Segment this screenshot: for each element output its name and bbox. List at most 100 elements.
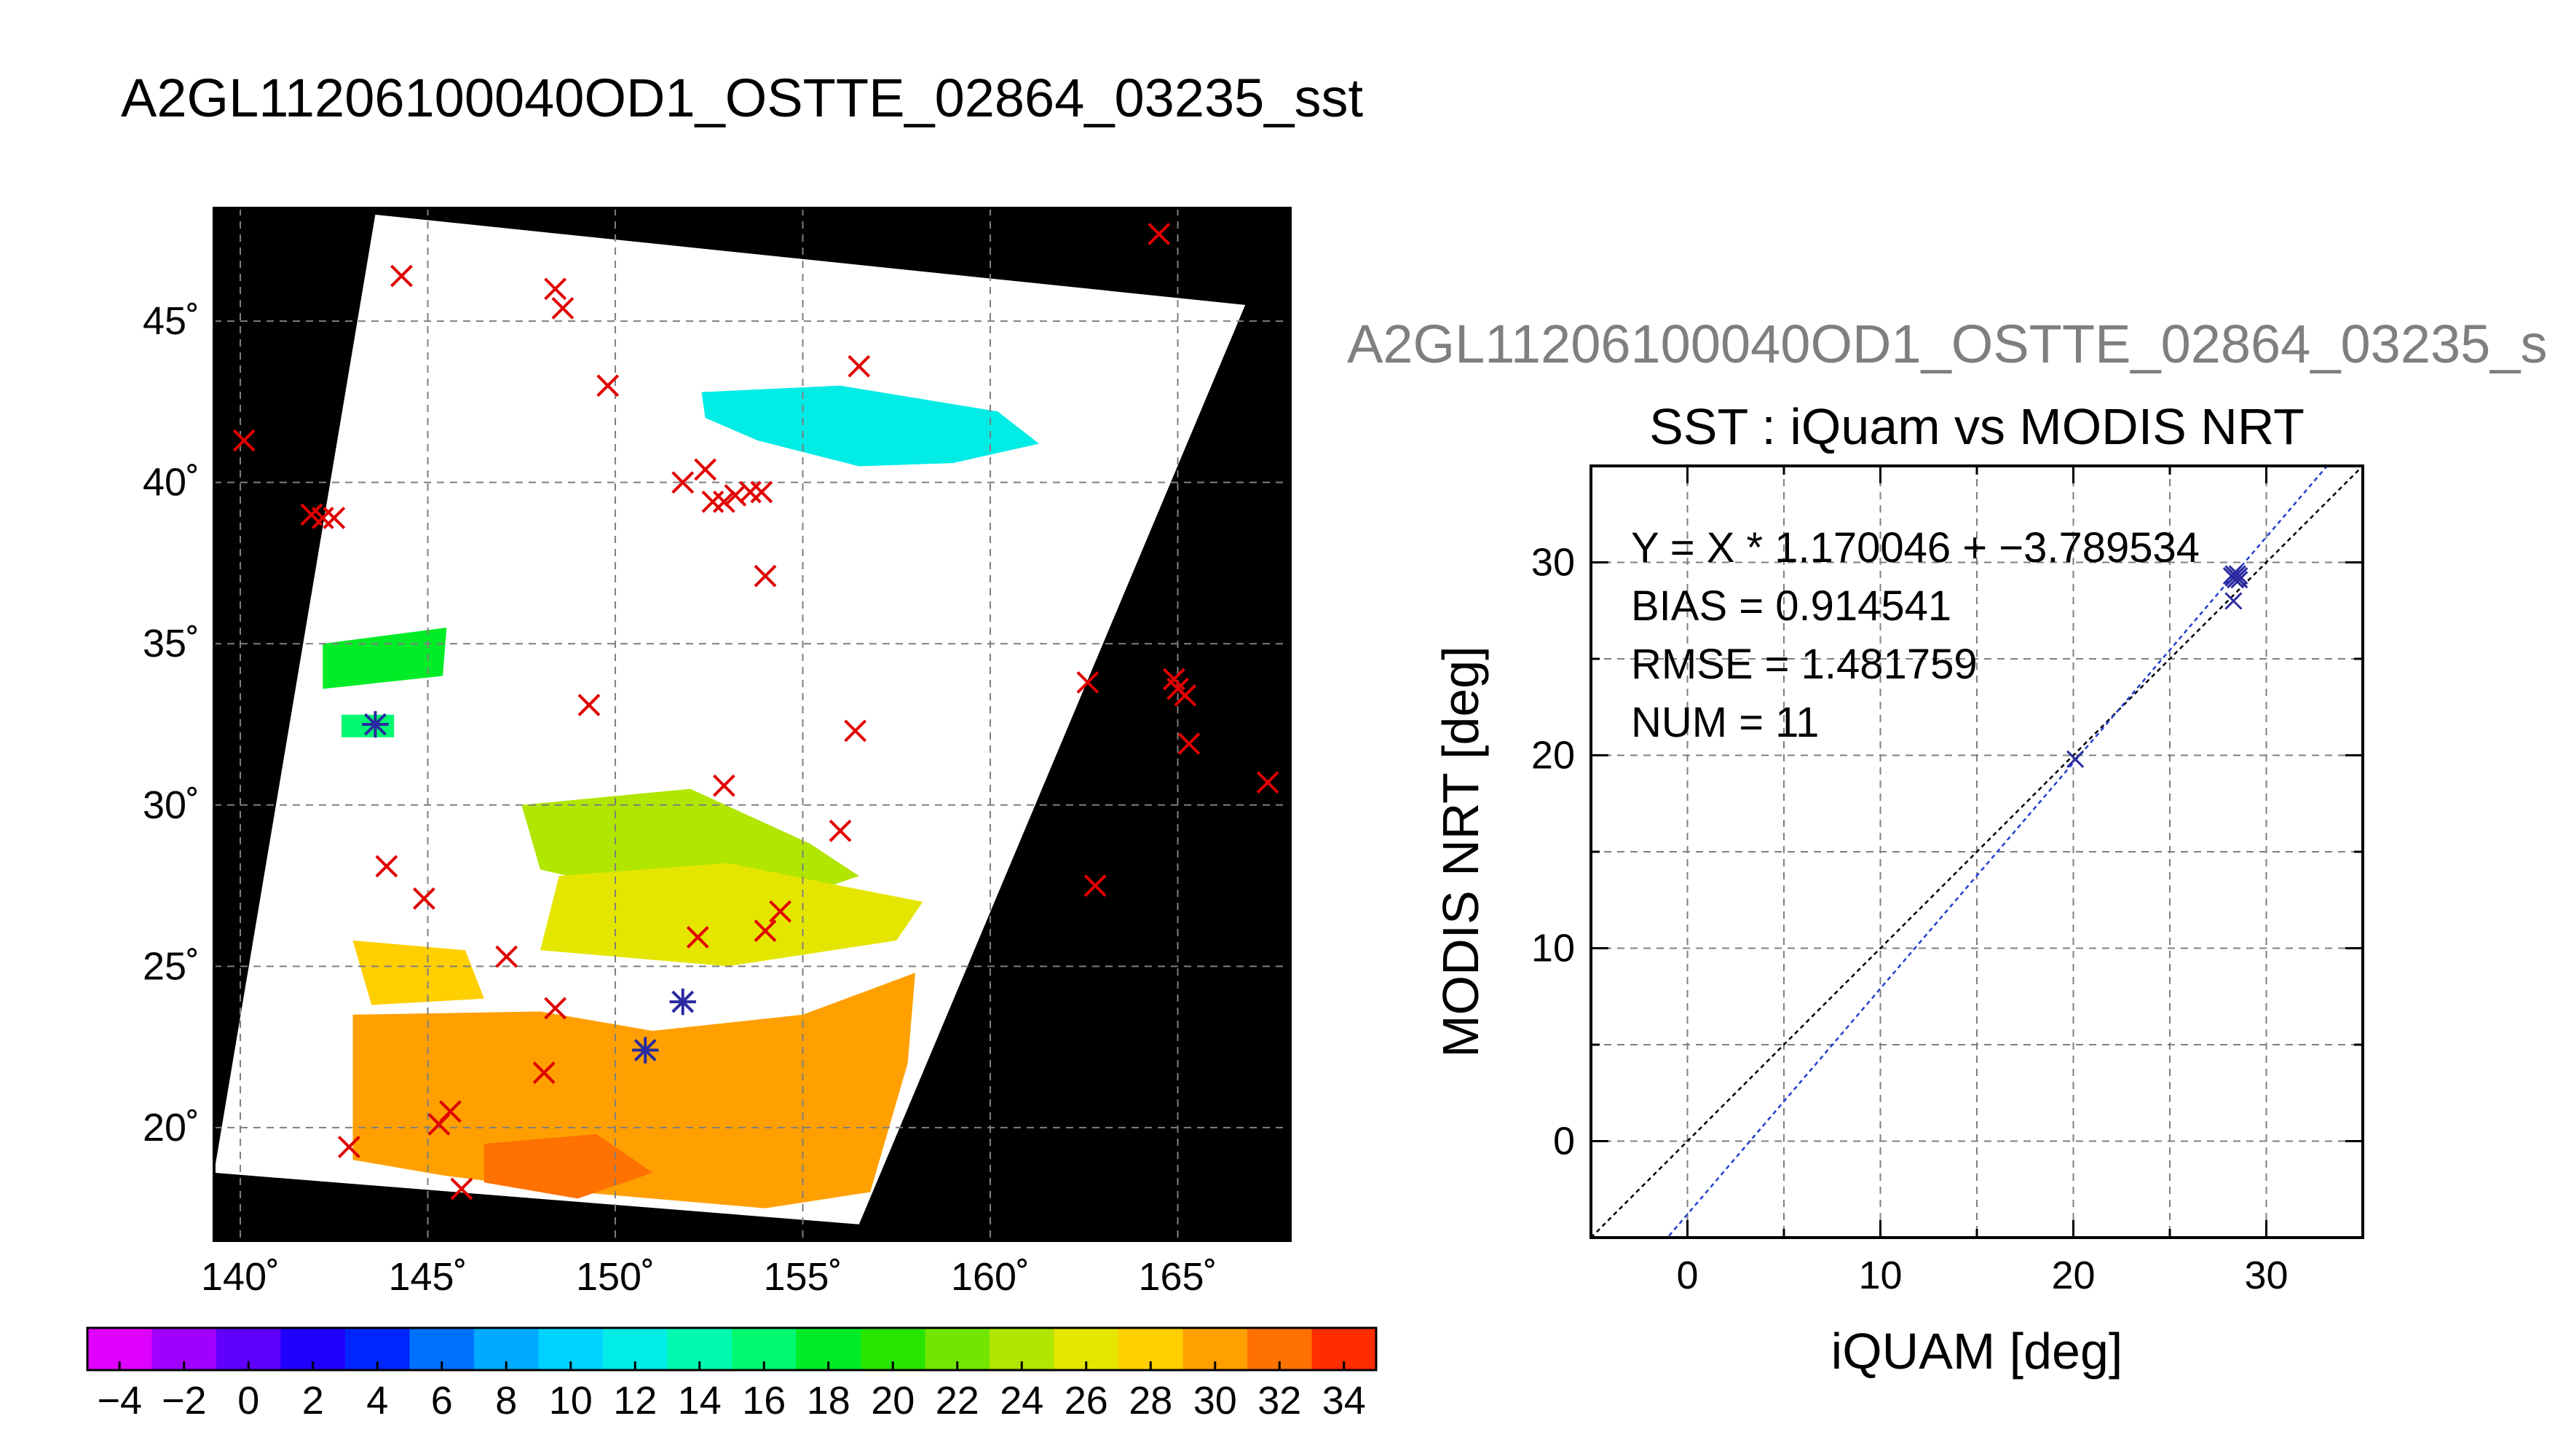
matchup-marker (848, 355, 871, 378)
matchup-markers (232, 223, 1279, 1200)
longitude-tick-label: 140˚ (201, 1255, 280, 1299)
sst-region-7 (483, 1133, 653, 1199)
matchup-marker (701, 490, 724, 513)
sst-region-5 (352, 940, 484, 1005)
scatter-panel: A2GL11206100040OD1_OSTTE_02864_03235_s S… (1347, 314, 2547, 1380)
longitude-tick-label: 160˚ (951, 1255, 1030, 1299)
matchup-marker (829, 819, 852, 842)
valid-matchup-marker (669, 988, 696, 1016)
matchup-marker (694, 458, 717, 481)
map-gridlines (214, 208, 1290, 1241)
matchup-marker (596, 374, 620, 397)
matchup-marker (532, 1061, 556, 1084)
colorbar-tick-label: 34 (1322, 1379, 1366, 1423)
latitude-tick-label: 45˚ (143, 299, 200, 343)
scatter-point (2227, 571, 2245, 589)
y-tick-label: 20 (1531, 734, 1575, 778)
colorbar-tick-label: 4 (366, 1379, 388, 1423)
matchup-marker (739, 480, 762, 504)
longitude-tick-label: 145˚ (388, 1255, 467, 1299)
scatter-title: SST : iQuam vs MODIS NRT (1649, 398, 2305, 455)
matchup-marker (1174, 684, 1197, 707)
fit-stat-line: Y = X * 1.170046 + −3.789534 (1631, 524, 2200, 571)
overlay-title: A2GL11206100040OD1_OSTTE_02864_03235_s (1347, 314, 2547, 374)
x-tick-label: 20 (2051, 1254, 2095, 1297)
map-latitude-labels: 20˚ 25˚ 30˚ 35˚ 40˚ 45˚ (143, 299, 200, 1150)
x-axis-label: iQUAM [deg] (1831, 1323, 2123, 1380)
matchup-marker (712, 774, 735, 797)
matchup-marker (544, 997, 567, 1020)
page-title: A2GL11206100040OD1_OSTTE_02864_03235_sst (121, 68, 1363, 128)
identity-line (1591, 466, 2363, 1238)
regression-line (1666, 466, 2329, 1238)
matchup-marker (551, 296, 574, 320)
colorbar-tick-label: 10 (549, 1379, 593, 1423)
map-longitude-labels: 140˚ 145˚ 150˚ 155˚ 160˚ 165˚ (201, 1255, 1217, 1299)
scatter-point (2228, 565, 2246, 583)
longitude-tick-label: 155˚ (763, 1255, 842, 1299)
matchup-marker (686, 926, 709, 949)
colorbar-tick-label: 22 (936, 1379, 979, 1423)
matchup-marker (544, 277, 567, 301)
fit-statistics: Y = X * 1.170046 + −3.789534 BIAS = 0.914… (1631, 524, 2200, 746)
sst-region-4 (540, 863, 923, 967)
colorbar-tick-label: 8 (495, 1379, 517, 1423)
colorbar-tick-label: 2 (302, 1379, 324, 1423)
latitude-tick-label: 30˚ (143, 783, 200, 827)
colorbar-tick-label: 12 (613, 1379, 657, 1423)
matchup-marker (577, 693, 601, 716)
matchup-marker (844, 719, 867, 743)
map-frame (213, 207, 1292, 1242)
matchup-marker (750, 480, 773, 504)
y-tick-label: 0 (1553, 1120, 1575, 1163)
colorbar-tick-label: 32 (1257, 1379, 1301, 1423)
scatter-point (2224, 592, 2243, 610)
scatter-axis-ticks: 0 10 20 30 0 10 20 30 (1531, 464, 2364, 1297)
colorbar-tick-label: 0 (237, 1379, 259, 1423)
matchup-marker (337, 1136, 360, 1158)
matchup-marker (390, 264, 413, 288)
sst-region-1 (323, 628, 447, 689)
scatter-point (2230, 571, 2248, 589)
sst-region-0 (701, 385, 1039, 467)
colorbar-tick-label: 14 (678, 1379, 722, 1423)
colorbar-tick-label: −4 (97, 1379, 142, 1423)
latitude-tick-label: 35˚ (143, 622, 200, 665)
matchup-marker (754, 564, 777, 587)
valid-matchup-marker (362, 711, 389, 738)
fit-stat-line: NUM = 11 (1631, 699, 1819, 746)
colorbar-tick-label: 26 (1065, 1379, 1108, 1423)
matchup-marker (375, 855, 398, 878)
x-tick-label: 30 (2244, 1254, 2288, 1297)
colorbar-frame (86, 1326, 1378, 1372)
matchup-marker (1083, 874, 1107, 897)
matchup-marker (1177, 732, 1201, 756)
fit-stat-line: RMSE = 1.481759 (1631, 641, 1978, 688)
colorbar-tick-label: 28 (1129, 1379, 1172, 1423)
matchup-marker (1256, 771, 1279, 794)
fit-stat-line: BIAS = 0.914541 (1631, 582, 1951, 630)
y-tick-label: 30 (1531, 541, 1575, 585)
matchup-marker (450, 1177, 473, 1200)
latitude-tick-label: 40˚ (143, 461, 200, 505)
sst-field (323, 385, 1039, 1208)
matchup-marker (1076, 670, 1099, 694)
longitude-tick-label: 150˚ (576, 1255, 655, 1299)
colorbar-tick-label: −2 (162, 1379, 207, 1423)
valid-matchup-marker (632, 1037, 659, 1064)
colorbar-tick-label: 30 (1193, 1379, 1237, 1423)
matchup-marker (412, 887, 435, 910)
matchup-marker (754, 919, 777, 943)
x-tick-label: 10 (1858, 1254, 1902, 1297)
scatter-point (2066, 750, 2085, 768)
latitude-tick-label: 20˚ (143, 1106, 200, 1150)
matchup-marker (1148, 223, 1171, 245)
matchup-marker (712, 490, 735, 513)
colorbar-tick-label: 20 (871, 1379, 915, 1423)
scatter-lines (1591, 466, 2363, 1238)
latitude-tick-label: 25˚ (143, 944, 200, 988)
matchup-marker (439, 1100, 462, 1123)
colorbar-tick-label: 6 (431, 1379, 453, 1423)
colorbar-tick-label: 16 (742, 1379, 786, 1423)
